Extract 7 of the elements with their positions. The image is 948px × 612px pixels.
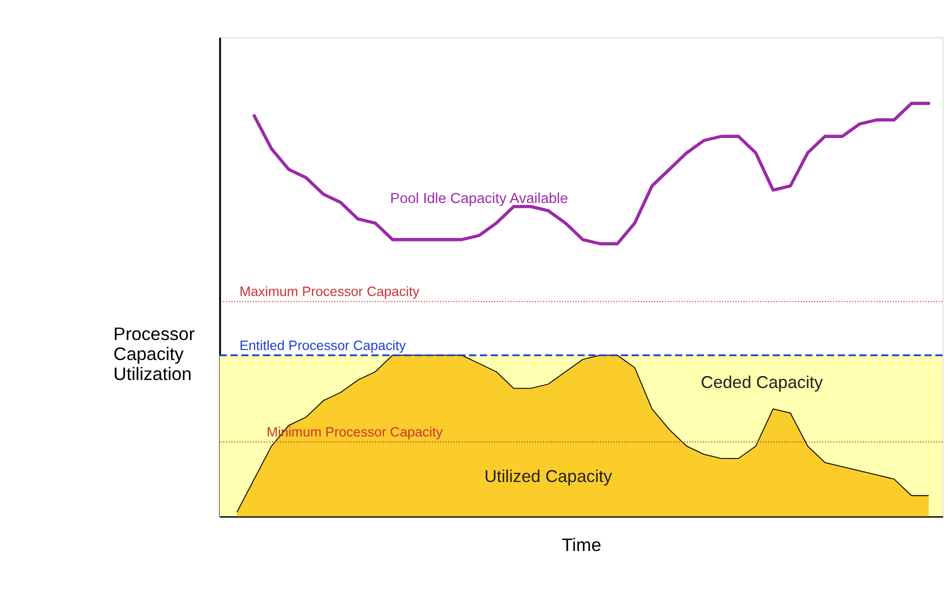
ref-line-label: Maximum Processor Capacity (239, 284, 420, 300)
x-axis-title: Time (562, 535, 602, 556)
band-label: Ceded Capacity (700, 372, 824, 392)
series-label: Utilized Capacity (484, 466, 613, 486)
ref-line-label: Entitled Processor Capacity (239, 338, 406, 353)
y-axis-title: Processor Capacity Utilization (113, 324, 195, 384)
series-label: Pool Idle Capacity Available (390, 190, 568, 207)
